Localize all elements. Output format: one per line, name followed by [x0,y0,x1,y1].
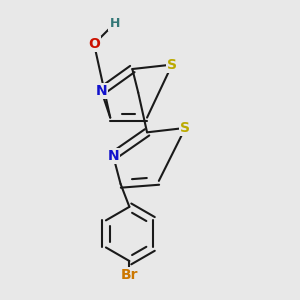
Text: O: O [88,37,100,51]
Text: N: N [96,84,107,98]
Text: N: N [107,149,119,163]
Text: Br: Br [121,268,138,282]
Text: S: S [180,121,190,135]
Text: S: S [167,58,177,72]
Text: H: H [110,17,120,30]
